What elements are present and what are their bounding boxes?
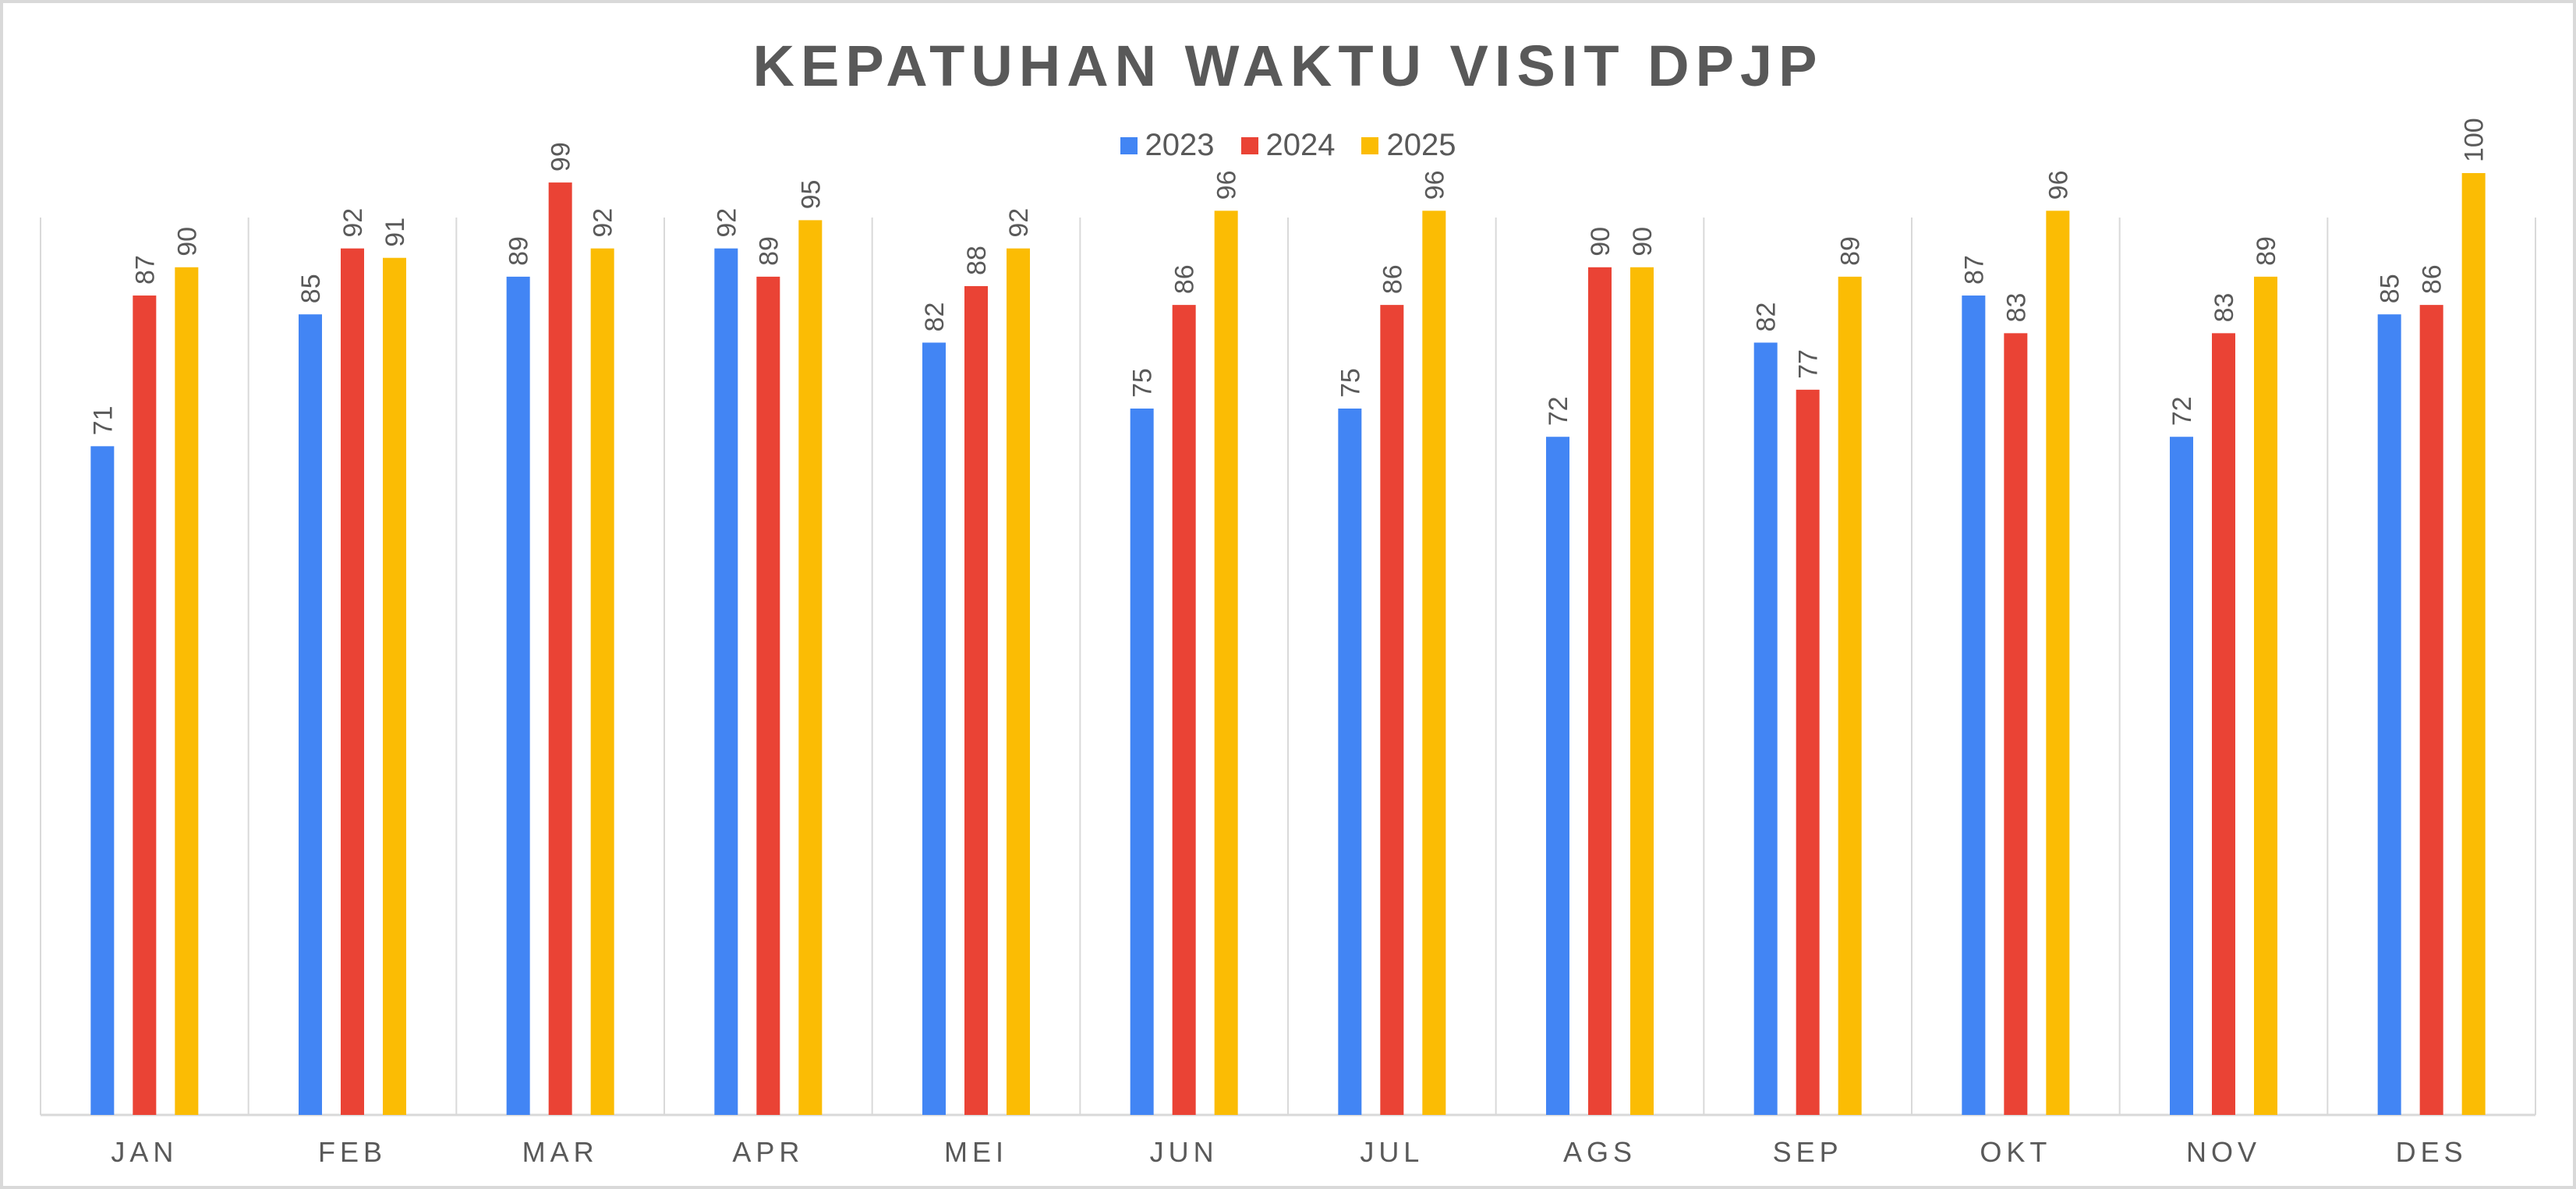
data-label: 100 [2460, 118, 2489, 162]
legend-label-2025: 2025 [1386, 128, 1456, 162]
data-label: 72 [2167, 396, 2197, 426]
data-label: 92 [338, 208, 368, 238]
bar-2024-feb [341, 248, 364, 1115]
data-label: 99 [547, 142, 576, 172]
x-tick-label: AGS [1563, 1136, 1637, 1168]
legend-swatch-2023 [1120, 136, 1138, 154]
data-label: 86 [1378, 264, 1407, 294]
bar-2025-mar [590, 248, 614, 1115]
data-label: 96 [2043, 170, 2073, 200]
data-label: 82 [1752, 303, 1782, 332]
bar-2023-jul [1338, 409, 1362, 1115]
data-label: 90 [172, 227, 202, 257]
bar-2024-des [2419, 305, 2443, 1115]
bar-2023-ags [1546, 437, 1569, 1115]
data-label: 96 [1420, 170, 1449, 200]
data-label: 90 [1586, 227, 1615, 257]
bar-2025-feb [383, 257, 406, 1116]
bar-2023-feb [299, 314, 322, 1116]
data-label: 89 [1836, 236, 1866, 266]
bar-2025-des [2461, 173, 2486, 1115]
bar-2023-sep [1753, 342, 1778, 1115]
data-label: 92 [589, 208, 618, 238]
bar-2025-jul [1422, 211, 1446, 1115]
bar-2023-mar [506, 276, 530, 1115]
x-tick-label: JUL [1360, 1136, 1424, 1168]
data-label: 90 [1628, 227, 1658, 257]
bar-2025-okt [2046, 211, 2070, 1115]
x-tick-label: FEB [318, 1136, 387, 1168]
bar-2025-jun [1214, 211, 1238, 1115]
bar-2025-jan [175, 267, 199, 1115]
data-label: 95 [796, 180, 826, 210]
legend-item-2024: 2024 [1240, 128, 1336, 163]
x-tick-label: SEP [1773, 1136, 1843, 1168]
legend: 2023 2024 2025 [3, 128, 2573, 163]
data-label: 72 [1544, 396, 1573, 426]
x-tick-label: OKT [1980, 1136, 2051, 1168]
bar-2023-des [2377, 314, 2401, 1116]
legend-item-2023: 2023 [1120, 128, 1215, 163]
bar-2025-sep [1838, 276, 1862, 1115]
x-tick-label: MEI [944, 1136, 1008, 1168]
data-label: 87 [1959, 255, 1989, 285]
x-tick-label: NOV [2186, 1136, 2261, 1168]
bar-2025-apr [798, 220, 823, 1115]
data-label: 75 [1336, 368, 1365, 398]
bar-2024-okt [2004, 333, 2028, 1115]
bar-2024-mei [964, 285, 988, 1116]
data-label: 88 [962, 246, 992, 275]
data-label: 96 [1212, 170, 1242, 200]
x-tick-label: JUN [1150, 1136, 1219, 1168]
legend-swatch-2024 [1240, 136, 1258, 154]
data-label: 92 [1004, 208, 1034, 238]
data-label: 85 [296, 274, 326, 303]
bar-2023-apr [714, 248, 738, 1115]
data-label: 83 [2210, 293, 2239, 323]
data-label: 89 [754, 236, 784, 266]
data-label: 92 [712, 208, 741, 238]
bar-2024-ags [1588, 267, 1612, 1115]
x-tick-label: DES [2396, 1136, 2468, 1168]
data-label: 71 [88, 405, 118, 435]
bar-2024-mar [548, 182, 572, 1116]
bar-2024-apr [756, 276, 780, 1115]
data-label: 87 [130, 255, 160, 285]
bar-2024-jun [1172, 305, 1196, 1115]
bar-2023-jan [90, 446, 115, 1115]
x-tick-label: APR [732, 1136, 804, 1168]
x-tick-label: JAN [111, 1136, 178, 1168]
bar-2024-jul [1380, 305, 1404, 1115]
data-label: 85 [2376, 274, 2405, 303]
bar-2023-mei [922, 342, 946, 1115]
legend-swatch-2025 [1361, 136, 1379, 154]
data-label: 75 [1128, 368, 1158, 398]
plot-area: 71 87 90 JAN 85 92 91 FEB 89 99 92 MAR 92 89 95 APR 82 88… [40, 118, 2536, 1168]
bar-2025-nov [2254, 276, 2277, 1115]
bar-2024-sep [1796, 389, 1820, 1116]
bar-2024-nov [2212, 333, 2235, 1115]
legend-label-2024: 2024 [1265, 128, 1336, 162]
bar-2023-jun [1130, 409, 1154, 1115]
bar-2025-ags [1630, 267, 1654, 1115]
x-tick-label: MAR [522, 1136, 599, 1168]
data-label: 83 [2001, 293, 2031, 323]
data-label: 89 [504, 236, 534, 266]
data-label: 77 [1794, 349, 1824, 379]
data-label: 86 [1170, 264, 1200, 294]
legend-label-2023: 2023 [1145, 128, 1215, 162]
data-label: 86 [2418, 264, 2447, 294]
chart-title: KEPATUHAN WAKTU VISIT DPJP [752, 34, 1824, 98]
legend-item-2025: 2025 [1361, 128, 1456, 163]
bar-2024-jan [133, 295, 157, 1115]
data-label: 91 [380, 218, 410, 247]
bar-2023-nov [2170, 437, 2193, 1115]
bar-2025-mei [1007, 248, 1030, 1115]
data-label: 82 [920, 303, 950, 332]
data-label: 89 [2252, 236, 2281, 266]
bar-2023-okt [1962, 295, 1986, 1115]
